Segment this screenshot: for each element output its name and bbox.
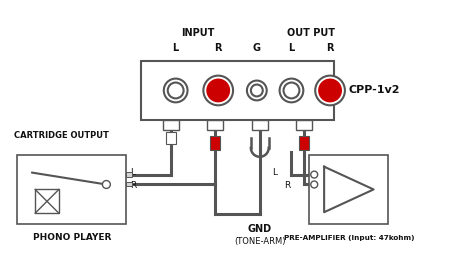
Text: GND: GND — [248, 224, 272, 234]
Circle shape — [311, 181, 318, 188]
Text: R: R — [326, 43, 334, 53]
Bar — [126, 182, 132, 186]
Text: PRE-AMPLIFIER (Input: 47kohm): PRE-AMPLIFIER (Input: 47kohm) — [283, 235, 414, 241]
Circle shape — [168, 83, 183, 98]
Circle shape — [251, 85, 263, 96]
Circle shape — [102, 180, 110, 188]
Circle shape — [203, 76, 233, 105]
Bar — [163, 120, 179, 130]
Bar — [300, 136, 309, 150]
Text: L: L — [130, 168, 135, 177]
Text: INPUT: INPUT — [181, 28, 214, 38]
Text: CPP-1v2: CPP-1v2 — [349, 85, 401, 95]
Text: PHONO PLAYER: PHONO PLAYER — [33, 233, 111, 243]
Bar — [309, 155, 389, 224]
Circle shape — [311, 171, 318, 178]
Circle shape — [315, 76, 345, 105]
Text: L: L — [173, 43, 179, 53]
Bar — [210, 136, 220, 150]
Text: L: L — [273, 168, 278, 177]
Circle shape — [164, 79, 188, 102]
Bar — [207, 120, 223, 130]
Text: R: R — [214, 43, 222, 53]
Text: R: R — [130, 181, 137, 190]
Circle shape — [319, 80, 341, 101]
Bar — [166, 132, 176, 144]
Bar — [252, 120, 268, 130]
Circle shape — [283, 83, 300, 98]
Text: CARTRIDGE OUTPUT: CARTRIDGE OUTPUT — [14, 131, 109, 140]
Bar — [35, 189, 59, 213]
Text: L: L — [288, 43, 294, 53]
Bar — [18, 155, 126, 224]
Circle shape — [207, 80, 229, 101]
Circle shape — [280, 79, 303, 102]
Bar — [296, 120, 312, 130]
Circle shape — [247, 80, 267, 100]
Text: (TONE-ARM): (TONE-ARM) — [234, 237, 285, 246]
Bar — [126, 172, 132, 177]
Text: OUT PUT: OUT PUT — [287, 28, 335, 38]
Text: G: G — [253, 43, 261, 53]
Text: R: R — [284, 181, 291, 190]
Bar — [141, 61, 334, 120]
